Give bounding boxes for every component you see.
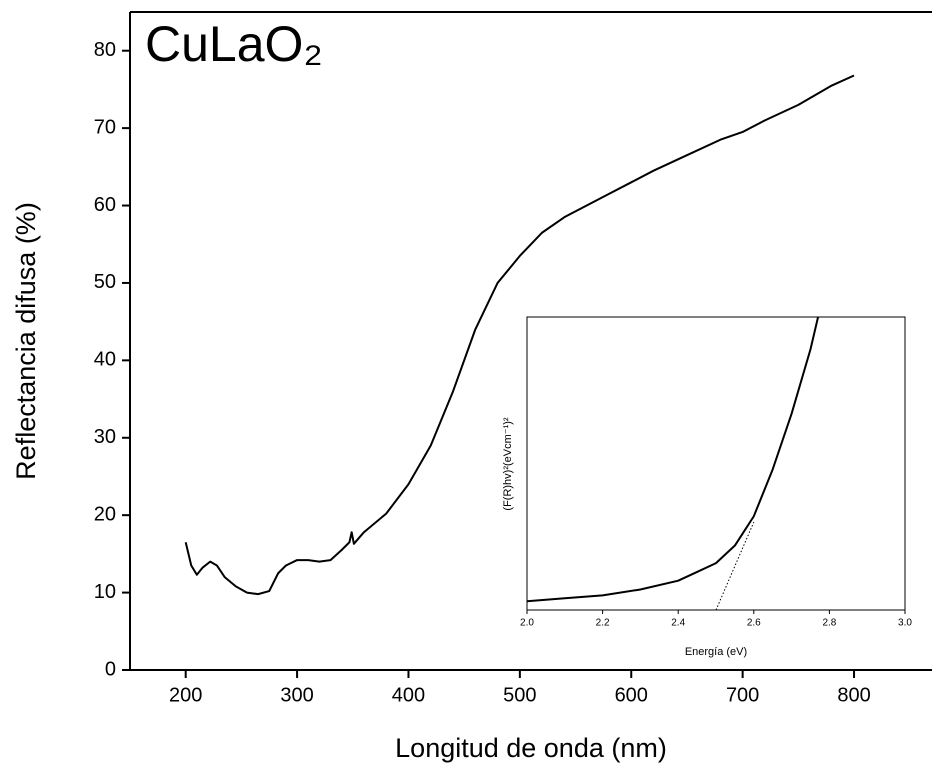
x-tick-label: 2.0 xyxy=(520,618,534,629)
y-tick-label: 70 xyxy=(94,116,116,138)
x-tick-label: 2.6 xyxy=(747,618,761,629)
y-tick-label: 80 xyxy=(94,39,116,61)
x-tick-label: 300 xyxy=(280,684,313,706)
data-line xyxy=(184,74,855,596)
x-tick-label: 2.8 xyxy=(822,618,836,629)
x-tick-label: 800 xyxy=(837,684,870,706)
x-axis-label: Longitud de onda (nm) xyxy=(395,733,667,763)
inset-y-axis-label: (F(R)hv)²(eVcm⁻¹)² xyxy=(502,417,514,511)
y-tick-label: 20 xyxy=(94,503,116,525)
inset-frame xyxy=(526,316,906,611)
data-line xyxy=(526,316,820,603)
x-tick-label: 2.4 xyxy=(671,618,685,629)
y-tick-label: 50 xyxy=(94,271,116,293)
x-tick-label: 700 xyxy=(726,684,759,706)
y-tick-label: 0 xyxy=(105,658,116,680)
y-tick-label: 40 xyxy=(94,349,116,371)
x-tick-label: 200 xyxy=(169,684,202,706)
x-tick-label: 3.0 xyxy=(898,618,912,629)
x-tick-label: 600 xyxy=(615,684,648,706)
x-tick-label: 400 xyxy=(392,684,425,706)
y-tick-label: 10 xyxy=(94,581,116,603)
y-axis-label: Reflectancia difusa (%) xyxy=(11,202,41,480)
x-tick-label: 500 xyxy=(503,684,536,706)
annotation: CuLaO₂ xyxy=(145,16,323,72)
x-tick-label: 2.2 xyxy=(596,618,610,629)
y-tick-label: 30 xyxy=(94,426,116,448)
y-tick-label: 60 xyxy=(94,194,116,216)
inset-x-axis-label: Energía (eV) xyxy=(685,646,747,658)
